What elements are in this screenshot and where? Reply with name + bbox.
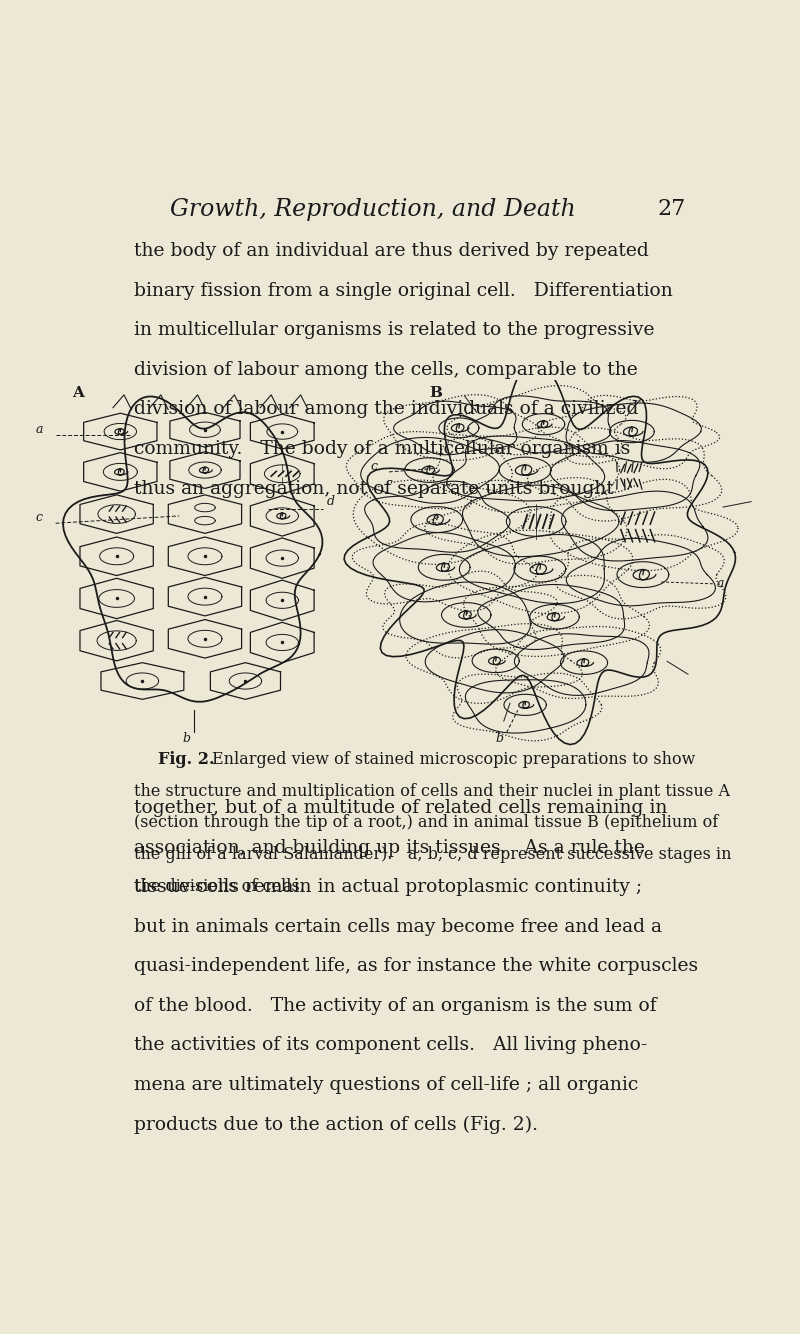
- Text: a: a: [717, 578, 724, 591]
- Text: the divisions of cells.: the divisions of cells.: [134, 878, 305, 895]
- Text: B: B: [430, 386, 442, 400]
- Text: (section through the tip of a root,) and in animal tissue B (epithelium of: (section through the tip of a root,) and…: [134, 814, 718, 831]
- Text: 27: 27: [658, 197, 686, 220]
- Text: mena are ultimately questions of cell-life ; all organic: mena are ultimately questions of cell-li…: [134, 1075, 638, 1094]
- Text: d: d: [326, 495, 334, 508]
- Text: Enlarged view of stained microscopic preparations to show: Enlarged view of stained microscopic pre…: [211, 751, 695, 767]
- Text: together, but of a multitude of related cells remaining in: together, but of a multitude of related …: [134, 799, 667, 816]
- Text: b: b: [183, 731, 191, 744]
- Text: division of labour among the individuals of a civilized: division of labour among the individuals…: [134, 400, 638, 419]
- Text: A: A: [73, 386, 84, 400]
- Text: c: c: [370, 460, 378, 474]
- Text: the structure and multiplication of cells and their nuclei in plant tissue A: the structure and multiplication of cell…: [134, 783, 730, 799]
- Text: division of labour among the cells, comparable to the: division of labour among the cells, comp…: [134, 362, 638, 379]
- Text: the body of an individual are thus derived by repeated: the body of an individual are thus deriv…: [134, 243, 649, 260]
- Text: c: c: [36, 511, 42, 524]
- Text: b: b: [496, 731, 504, 744]
- Text: in multicellular organisms is related to the progressive: in multicellular organisms is related to…: [134, 321, 654, 339]
- Text: association, and building up its tissues.   As a rule the: association, and building up its tissues…: [134, 839, 645, 856]
- Text: of the blood.   The activity of an organism is the sum of: of the blood. The activity of an organis…: [134, 996, 657, 1015]
- Text: a: a: [36, 423, 43, 436]
- Text: products due to the action of cells (Fig. 2).: products due to the action of cells (Fig…: [134, 1115, 538, 1134]
- Text: the activities of its component cells.   All living pheno-: the activities of its component cells. A…: [134, 1037, 647, 1054]
- Text: binary fission from a single original cell.   Differentiation: binary fission from a single original ce…: [134, 281, 673, 300]
- Text: community.   The body of a multicellular organism is: community. The body of a multicellular o…: [134, 440, 630, 458]
- Text: the gill of a larval Salamander).   a, b, c, d represent successive stages in: the gill of a larval Salamander). a, b, …: [134, 846, 732, 863]
- Text: Growth, Reproduction, and Death: Growth, Reproduction, and Death: [170, 197, 576, 221]
- Text: Fig. 2.: Fig. 2.: [158, 751, 214, 767]
- Text: tissue-cells remain in actual protoplasmic continuity ;: tissue-cells remain in actual protoplasm…: [134, 878, 642, 896]
- Text: quasi-independent life, as for instance the white corpuscles: quasi-independent life, as for instance …: [134, 958, 698, 975]
- Text: thus an aggregation, not of separate units brought: thus an aggregation, not of separate uni…: [134, 479, 614, 498]
- Text: but in animals certain cells may become free and lead a: but in animals certain cells may become …: [134, 918, 662, 935]
